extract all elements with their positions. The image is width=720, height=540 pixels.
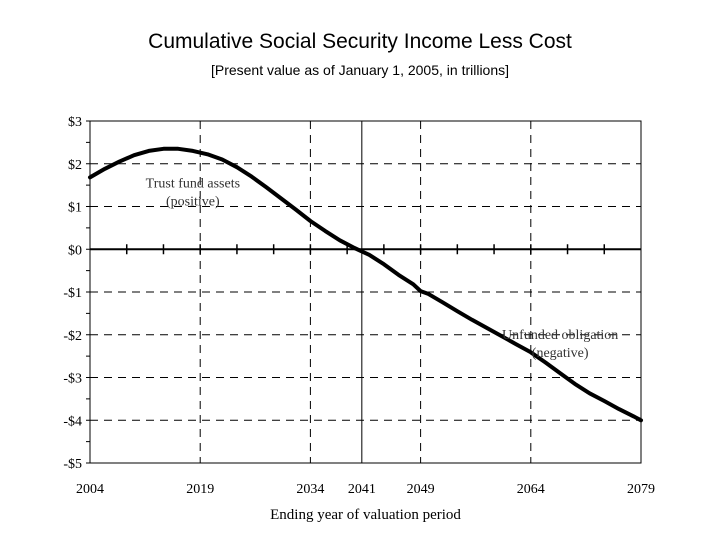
- y-tick-label: -$4: [63, 414, 82, 429]
- x-tick-label: 2041: [348, 482, 376, 497]
- grid: [90, 121, 641, 463]
- annotation-label: (positive): [166, 194, 220, 209]
- annotation-label: Trust fund assets: [146, 176, 240, 191]
- annotation-label: (negative): [532, 346, 589, 361]
- x-axis-title: Ending year of valuation period: [270, 507, 461, 523]
- y-tick-label: -$1: [63, 286, 82, 301]
- x-tick-label: 2064: [517, 482, 545, 497]
- y-tick-label: $1: [68, 201, 82, 216]
- x-tick-label: 2034: [296, 482, 324, 497]
- x-tick-labels: 2004 2019 2034 2041 2049 2064 2079: [76, 482, 655, 497]
- series-line: [88, 146, 643, 423]
- x-tick-label: 2049: [407, 482, 435, 497]
- annotations: Trust fund assets (positive) Unfunded obli…: [146, 176, 619, 361]
- x-tick-label: 2019: [186, 482, 214, 497]
- page-title: Cumulative Social Security Income Less C…: [148, 30, 572, 53]
- y-tick-label: -$3: [63, 372, 82, 387]
- y-tick-label: $3: [68, 115, 82, 130]
- y-tick-label: -$5: [63, 457, 82, 472]
- x-tick-label: 2004: [76, 482, 104, 497]
- y-tick-label: -$2: [63, 329, 82, 344]
- y-tick-label: $2: [68, 158, 82, 173]
- y-tick-labels: $3 $2 $1 $0 -$1 -$2 -$3 -$4 -$5: [63, 115, 82, 472]
- annotation-label: Unfunded obligation: [502, 328, 618, 343]
- tick-marks: [86, 120, 606, 464]
- x-tick-label: 2079: [627, 482, 655, 497]
- y-tick-label: $0: [68, 243, 82, 258]
- page-subtitle: [Present value as of January 1, 2005, in…: [210, 62, 510, 78]
